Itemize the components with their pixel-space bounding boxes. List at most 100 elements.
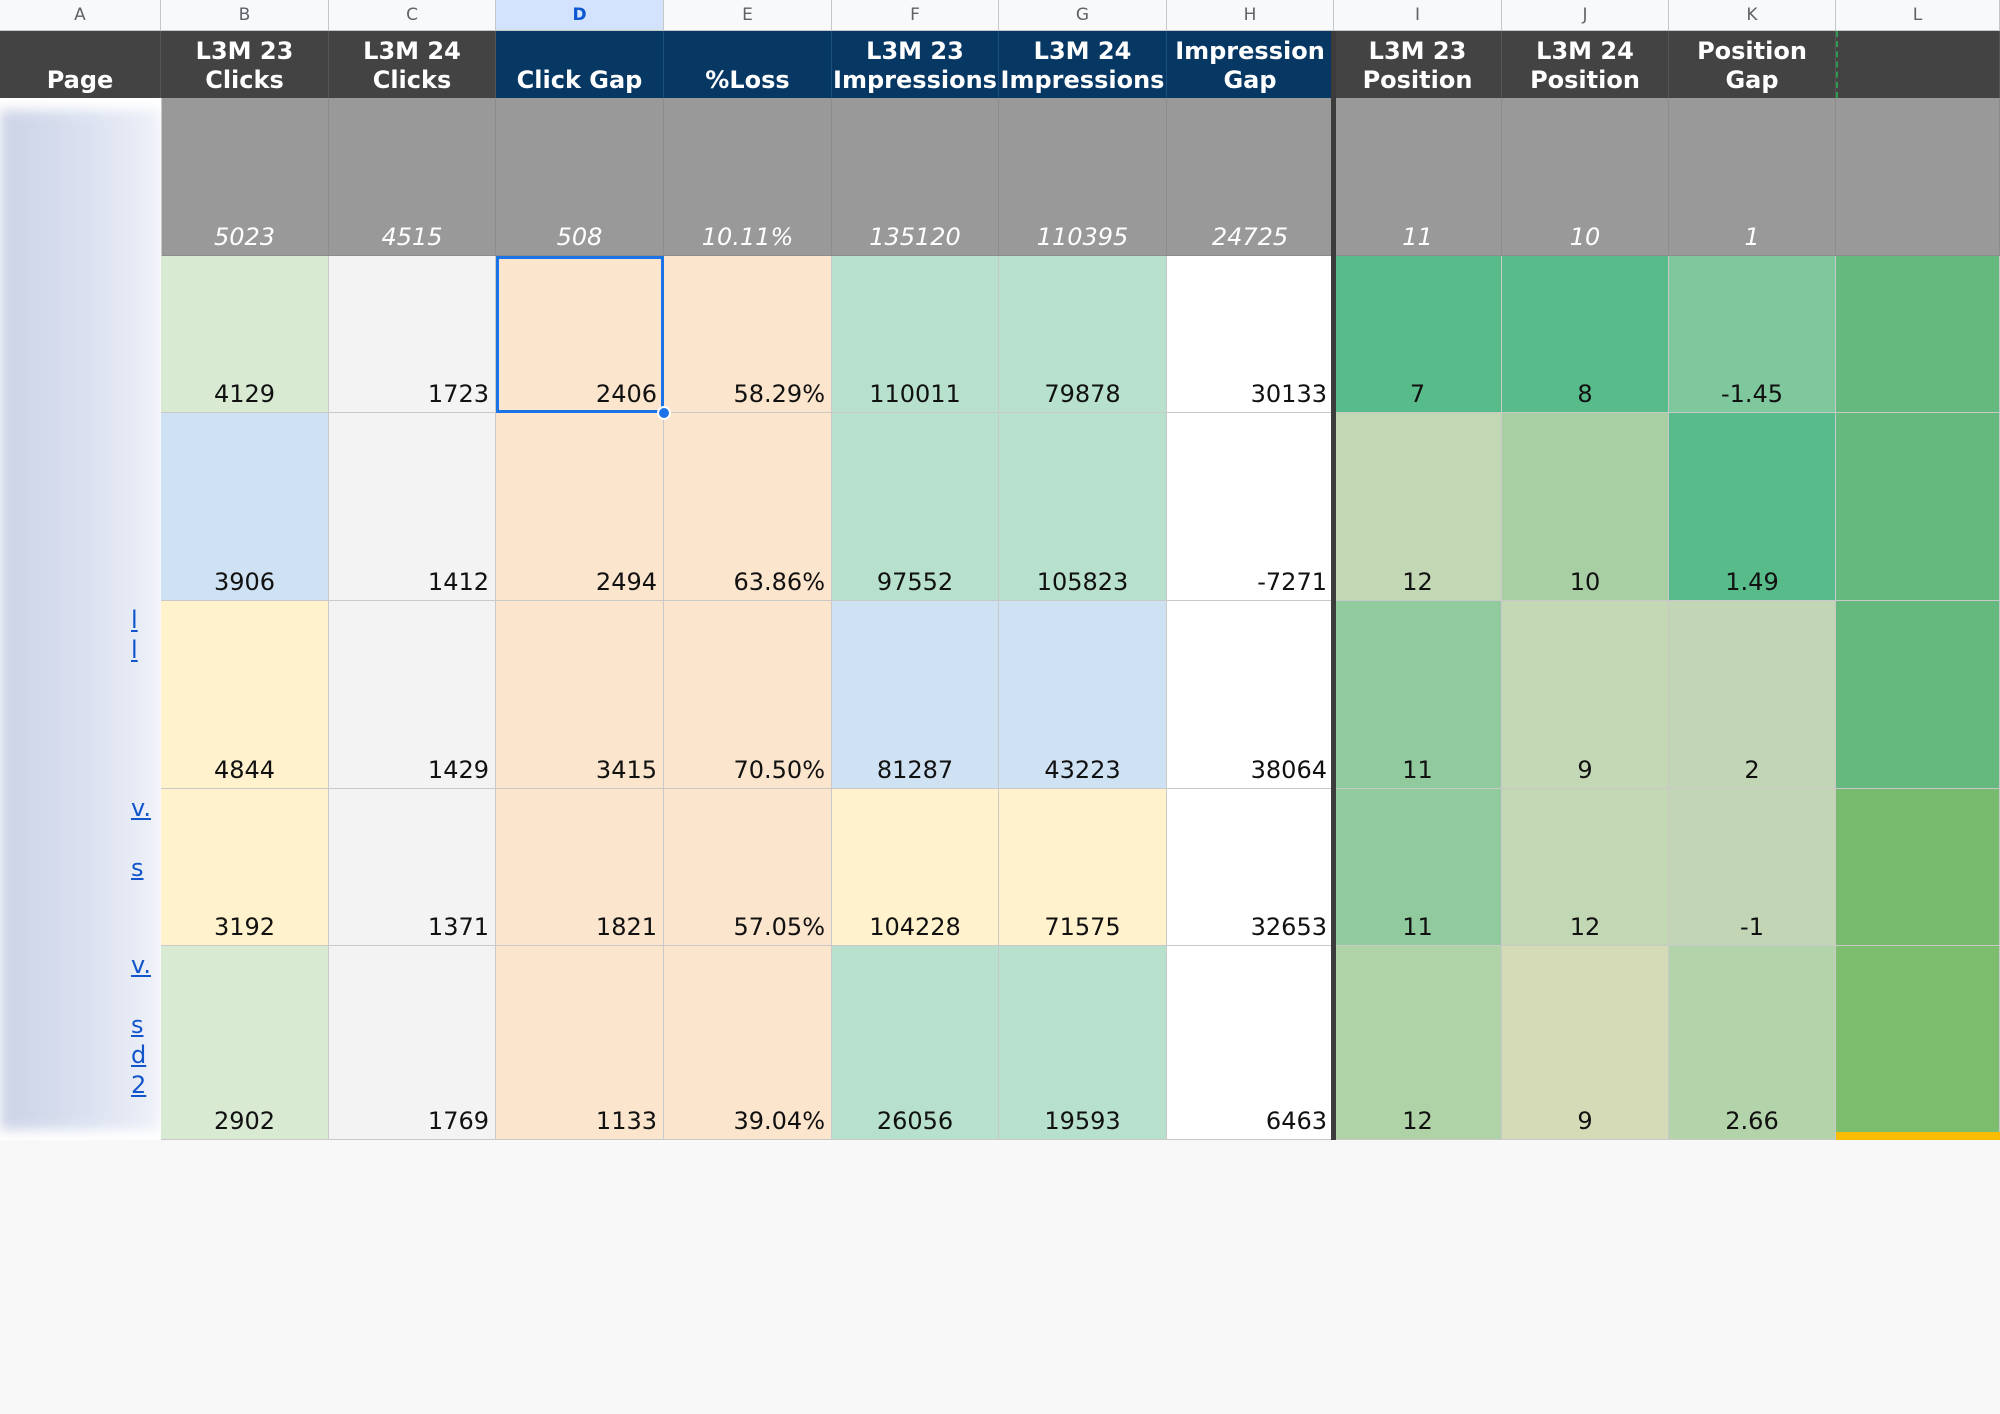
totals-cell-c[interactable]: 4515 bbox=[329, 98, 496, 256]
data-cell-i6[interactable]: 11 bbox=[1334, 789, 1502, 946]
totals-cell-k[interactable]: 1 bbox=[1669, 98, 1836, 256]
column-header-a[interactable]: A bbox=[0, 0, 161, 31]
column-header-e[interactable]: E bbox=[664, 0, 832, 31]
data-cell-l3[interactable] bbox=[1836, 256, 2000, 413]
data-cell-h5[interactable]: 38064 bbox=[1167, 601, 1334, 789]
data-cell-d3[interactable]: 2406 bbox=[496, 256, 664, 413]
data-cell-f3[interactable]: 110011 bbox=[832, 256, 999, 413]
page-link-fragment[interactable]: l bbox=[131, 636, 138, 664]
header-cell-i[interactable]: L3M 23 Position bbox=[1334, 31, 1502, 98]
data-cell-e6[interactable]: 57.05% bbox=[664, 789, 832, 946]
page-link-fragment[interactable]: s bbox=[131, 1011, 144, 1039]
data-cell-c7[interactable]: 1769 bbox=[329, 946, 496, 1140]
data-cell-k7[interactable]: 2.66 bbox=[1669, 946, 1836, 1140]
column-header-j[interactable]: J bbox=[1502, 0, 1669, 31]
data-cell-g5[interactable]: 43223 bbox=[999, 601, 1167, 789]
column-separator bbox=[1331, 31, 1336, 1140]
data-cell-d4[interactable]: 2494 bbox=[496, 413, 664, 601]
data-cell-f6[interactable]: 104228 bbox=[832, 789, 999, 946]
totals-cell-b[interactable]: 5023 bbox=[161, 98, 329, 256]
column-header-g[interactable]: G bbox=[999, 0, 1167, 31]
data-cell-d5[interactable]: 3415 bbox=[496, 601, 664, 789]
column-header-l[interactable]: L bbox=[1836, 0, 2000, 31]
data-cell-i3[interactable]: 7 bbox=[1334, 256, 1502, 413]
data-cell-e5[interactable]: 70.50% bbox=[664, 601, 832, 789]
data-cell-b3[interactable]: 4129 bbox=[161, 256, 329, 413]
data-cell-c6[interactable]: 1371 bbox=[329, 789, 496, 946]
fill-handle[interactable] bbox=[657, 406, 671, 420]
data-cell-f4[interactable]: 97552 bbox=[832, 413, 999, 601]
data-cell-b5[interactable]: 4844 bbox=[161, 601, 329, 789]
totals-cell-j[interactable]: 10 bbox=[1502, 98, 1669, 256]
data-cell-j6[interactable]: 12 bbox=[1502, 789, 1669, 946]
data-cell-i4[interactable]: 12 bbox=[1334, 413, 1502, 601]
totals-cell-g[interactable]: 110395 bbox=[999, 98, 1167, 256]
data-cell-j4[interactable]: 10 bbox=[1502, 413, 1669, 601]
totals-cell-e[interactable]: 10.11% bbox=[664, 98, 832, 256]
data-cell-h4[interactable]: -7271 bbox=[1167, 413, 1334, 601]
header-cell-h[interactable]: Impression Gap bbox=[1167, 31, 1334, 98]
totals-cell-d[interactable]: 508 bbox=[496, 98, 664, 256]
data-cell-j7[interactable]: 9 bbox=[1502, 946, 1669, 1140]
data-cell-h7[interactable]: 6463 bbox=[1167, 946, 1334, 1140]
data-cell-i5[interactable]: 11 bbox=[1334, 601, 1502, 789]
header-cell-d[interactable]: Click Gap bbox=[496, 31, 664, 98]
data-cell-b7[interactable]: 2902 bbox=[161, 946, 329, 1140]
data-cell-k3[interactable]: -1.45 bbox=[1669, 256, 1836, 413]
data-cell-k4[interactable]: 1.49 bbox=[1669, 413, 1836, 601]
data-cell-g6[interactable]: 71575 bbox=[999, 789, 1167, 946]
data-cell-d6[interactable]: 1821 bbox=[496, 789, 664, 946]
data-cell-l7[interactable] bbox=[1836, 946, 2000, 1140]
data-cell-b4[interactable]: 3906 bbox=[161, 413, 329, 601]
data-cell-d7[interactable]: 1133 bbox=[496, 946, 664, 1140]
column-header-f[interactable]: F bbox=[832, 0, 999, 31]
data-cell-i7[interactable]: 12 bbox=[1334, 946, 1502, 1140]
page-link-fragment[interactable]: s bbox=[131, 854, 144, 882]
column-header-h[interactable]: H bbox=[1167, 0, 1334, 31]
data-cell-j5[interactable]: 9 bbox=[1502, 601, 1669, 789]
totals-cell-h[interactable]: 24725 bbox=[1167, 98, 1334, 256]
data-cell-g7[interactable]: 19593 bbox=[999, 946, 1167, 1140]
totals-cell-f[interactable]: 135120 bbox=[832, 98, 999, 256]
data-cell-g4[interactable]: 105823 bbox=[999, 413, 1167, 601]
data-cell-l4[interactable] bbox=[1836, 413, 2000, 601]
header-cell-f[interactable]: L3M 23 Impressions bbox=[832, 31, 999, 98]
data-cell-l5[interactable] bbox=[1836, 601, 2000, 789]
header-cell-b[interactable]: L3M 23 Clicks bbox=[161, 31, 329, 98]
data-cell-k5[interactable]: 2 bbox=[1669, 601, 1836, 789]
data-cell-h6[interactable]: 32653 bbox=[1167, 789, 1334, 946]
column-header-i[interactable]: I bbox=[1334, 0, 1502, 31]
data-cell-c5[interactable]: 1429 bbox=[329, 601, 496, 789]
header-cell-e[interactable]: %Loss bbox=[664, 31, 832, 98]
data-cell-g3[interactable]: 79878 bbox=[999, 256, 1167, 413]
header-cell-j[interactable]: L3M 24 Position bbox=[1502, 31, 1669, 98]
column-header-k[interactable]: K bbox=[1669, 0, 1836, 31]
header-cell-a[interactable]: Page bbox=[0, 31, 161, 98]
totals-cell-i[interactable]: 11 bbox=[1334, 98, 1502, 256]
header-cell-k[interactable]: Position Gap bbox=[1669, 31, 1836, 98]
column-header-d[interactable]: D bbox=[496, 0, 664, 31]
data-cell-c4[interactable]: 1412 bbox=[329, 413, 496, 601]
header-cell-c[interactable]: L3M 24 Clicks bbox=[329, 31, 496, 98]
data-cell-h3[interactable]: 30133 bbox=[1167, 256, 1334, 413]
data-cell-f5[interactable]: 81287 bbox=[832, 601, 999, 789]
data-cell-l6[interactable] bbox=[1836, 789, 2000, 946]
data-cell-e4[interactable]: 63.86% bbox=[664, 413, 832, 601]
page-link-fragment[interactable]: 2 bbox=[131, 1071, 147, 1099]
data-cell-k6[interactable]: -1 bbox=[1669, 789, 1836, 946]
header-cell-l[interactable] bbox=[1836, 31, 2000, 98]
page-link-fragment[interactable]: d bbox=[131, 1041, 147, 1069]
data-cell-e7[interactable]: 39.04% bbox=[664, 946, 832, 1140]
data-cell-b6[interactable]: 3192 bbox=[161, 789, 329, 946]
data-cell-f7[interactable]: 26056 bbox=[832, 946, 999, 1140]
data-cell-e3[interactable]: 58.29% bbox=[664, 256, 832, 413]
data-cell-c3[interactable]: 1723 bbox=[329, 256, 496, 413]
page-link-fragment[interactable]: v. bbox=[131, 794, 151, 822]
column-header-c[interactable]: C bbox=[329, 0, 496, 31]
page-link-fragment[interactable]: v. bbox=[131, 951, 151, 979]
column-header-b[interactable]: B bbox=[161, 0, 329, 31]
data-cell-j3[interactable]: 8 bbox=[1502, 256, 1669, 413]
header-cell-g[interactable]: L3M 24 Impressions bbox=[999, 31, 1167, 98]
totals-cell-l[interactable] bbox=[1836, 98, 2000, 256]
page-link-fragment[interactable]: l bbox=[131, 606, 138, 634]
